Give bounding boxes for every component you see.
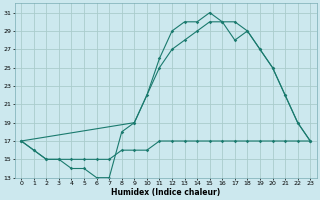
X-axis label: Humidex (Indice chaleur): Humidex (Indice chaleur) [111,188,220,197]
